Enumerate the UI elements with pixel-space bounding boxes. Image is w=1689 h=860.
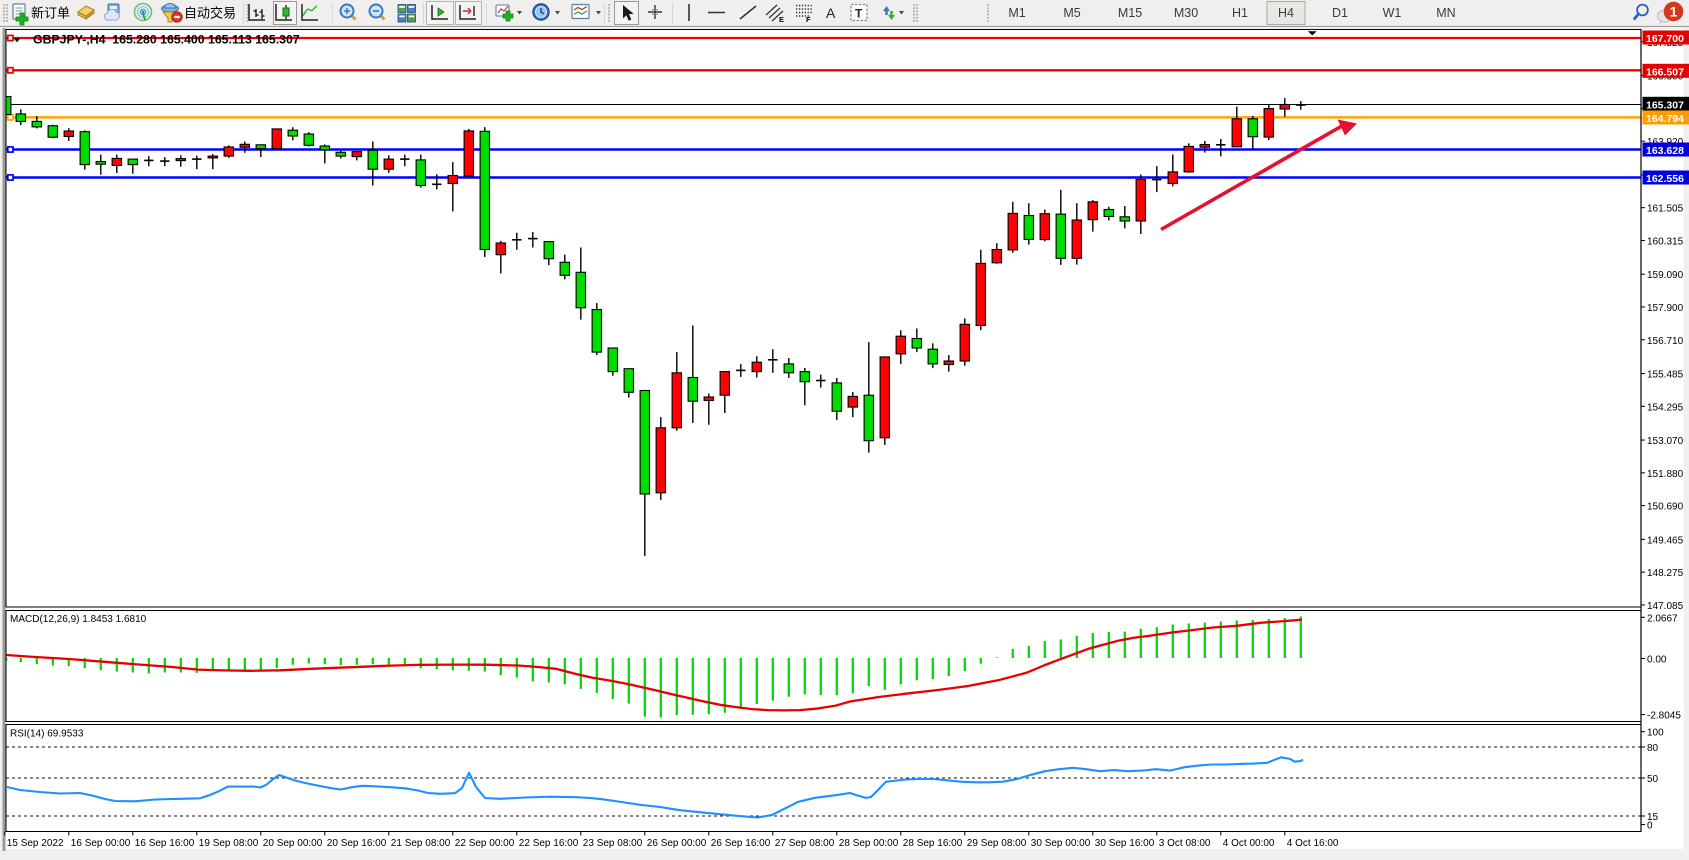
svg-text:4 Oct 00:00: 4 Oct 00:00 (1223, 838, 1275, 849)
svg-text:M5: M5 (1063, 6, 1080, 20)
svg-text:A: A (826, 5, 836, 21)
svg-text:23 Sep 08:00: 23 Sep 08:00 (583, 838, 643, 849)
svg-text:19 Sep 08:00: 19 Sep 08:00 (199, 838, 259, 849)
svg-text:GBPJPY-,H4 165.280 165.400 16: GBPJPY-,H4 165.280 165.400 165.113 165.3… (33, 33, 300, 47)
svg-text:W1: W1 (1383, 6, 1402, 20)
svg-text:22 Sep 00:00: 22 Sep 00:00 (455, 838, 515, 849)
svg-text:M1: M1 (1008, 6, 1025, 20)
svg-text:16 Sep 16:00: 16 Sep 16:00 (135, 838, 195, 849)
svg-text:100: 100 (1647, 728, 1664, 739)
svg-text:E: E (779, 15, 784, 24)
svg-text:153.070: 153.070 (1647, 436, 1684, 447)
svg-text:147.085: 147.085 (1647, 601, 1684, 612)
svg-text:29 Sep 08:00: 29 Sep 08:00 (967, 838, 1027, 849)
svg-text:27 Sep 08:00: 27 Sep 08:00 (775, 838, 835, 849)
svg-text:151.880: 151.880 (1647, 469, 1684, 480)
svg-text:新订单: 新订单 (31, 6, 70, 21)
svg-text:167.700: 167.700 (1646, 33, 1684, 45)
svg-text:163.628: 163.628 (1646, 145, 1684, 157)
svg-text:161.505: 161.505 (1647, 204, 1684, 215)
svg-text:3 Oct 08:00: 3 Oct 08:00 (1159, 838, 1211, 849)
svg-text:166.507: 166.507 (1646, 66, 1684, 78)
svg-text:0.00: 0.00 (1647, 655, 1667, 666)
svg-text:T: T (855, 7, 863, 21)
svg-text:0: 0 (1647, 821, 1653, 832)
svg-text:149.465: 149.465 (1647, 535, 1684, 546)
svg-text:RSI(14) 69.9533: RSI(14) 69.9533 (10, 729, 84, 740)
svg-text:155.485: 155.485 (1647, 370, 1684, 381)
svg-text:30 Sep 16:00: 30 Sep 16:00 (1095, 838, 1155, 849)
svg-text:20 Sep 00:00: 20 Sep 00:00 (263, 838, 323, 849)
svg-text:159.090: 159.090 (1647, 270, 1684, 281)
svg-text:1: 1 (1670, 4, 1678, 20)
svg-text:H1: H1 (1232, 6, 1248, 20)
svg-text:H4: H4 (1278, 6, 1294, 20)
svg-text:D1: D1 (1332, 6, 1348, 20)
svg-text:MN: MN (1436, 6, 1455, 20)
svg-text:F: F (806, 15, 811, 24)
svg-text:157.900: 157.900 (1647, 303, 1684, 314)
svg-text:164.794: 164.794 (1646, 113, 1684, 125)
svg-text:28 Sep 00:00: 28 Sep 00:00 (839, 838, 899, 849)
svg-text:22 Sep 16:00: 22 Sep 16:00 (519, 838, 579, 849)
svg-text:156.710: 156.710 (1647, 336, 1684, 347)
svg-text:自动交易: 自动交易 (184, 6, 236, 21)
svg-text:28 Sep 16:00: 28 Sep 16:00 (903, 838, 963, 849)
svg-text:-2.8045: -2.8045 (1647, 711, 1681, 722)
svg-text:21 Sep 08:00: 21 Sep 08:00 (391, 838, 451, 849)
svg-text:80: 80 (1647, 743, 1659, 754)
svg-text:26 Sep 00:00: 26 Sep 00:00 (647, 838, 707, 849)
svg-text:26 Sep 16:00: 26 Sep 16:00 (711, 838, 771, 849)
svg-text:4 Oct 16:00: 4 Oct 16:00 (1287, 838, 1339, 849)
svg-text:15 Sep 2022: 15 Sep 2022 (7, 838, 64, 849)
svg-text:2.0667: 2.0667 (1647, 613, 1678, 624)
svg-text:148.275: 148.275 (1647, 568, 1684, 579)
svg-text:154.295: 154.295 (1647, 402, 1684, 413)
svg-text:162.556: 162.556 (1646, 173, 1684, 185)
svg-text:165.307: 165.307 (1646, 99, 1684, 111)
svg-text:MACD(12,26,9) 1.8453 1.6810: MACD(12,26,9) 1.8453 1.6810 (10, 614, 147, 625)
svg-text:50: 50 (1647, 774, 1659, 785)
svg-text:160.315: 160.315 (1647, 236, 1684, 247)
svg-text:M30: M30 (1174, 6, 1198, 20)
svg-text:30 Sep 00:00: 30 Sep 00:00 (1031, 838, 1091, 849)
svg-text:150.690: 150.690 (1647, 502, 1684, 513)
svg-text:20 Sep 16:00: 20 Sep 16:00 (327, 838, 387, 849)
svg-text:16 Sep 00:00: 16 Sep 00:00 (71, 838, 131, 849)
svg-text:M15: M15 (1118, 6, 1142, 20)
